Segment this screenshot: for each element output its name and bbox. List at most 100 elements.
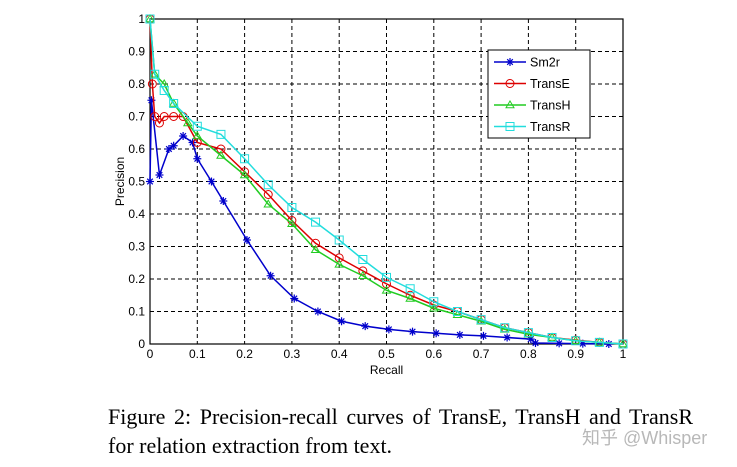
data-point bbox=[150, 112, 160, 121]
y-tick-label: 0.3 bbox=[128, 240, 145, 254]
y-tick-label: 0.9 bbox=[128, 45, 145, 59]
x-tick-label: 0.5 bbox=[378, 347, 395, 361]
data-point-stroke bbox=[480, 332, 487, 340]
data-point-stroke bbox=[165, 145, 173, 153]
legend-marker bbox=[505, 79, 515, 88]
x-tick-label: 0.8 bbox=[520, 347, 537, 361]
data-point bbox=[216, 150, 226, 159]
x-tick-label: 0.7 bbox=[473, 347, 490, 361]
data-point-stroke bbox=[243, 236, 251, 244]
y-tick-label: 0.4 bbox=[128, 207, 145, 221]
x-tick-label: 0.1 bbox=[189, 347, 206, 361]
x-tick-label: 0.3 bbox=[284, 347, 301, 361]
y-axis-label: Precision bbox=[113, 157, 127, 206]
data-point-stroke bbox=[194, 155, 201, 162]
data-point-stroke bbox=[338, 318, 345, 325]
data-point bbox=[310, 244, 321, 254]
data-point bbox=[263, 199, 274, 208]
data-point bbox=[263, 180, 273, 190]
data-point bbox=[452, 309, 463, 319]
x-tick-label: 0.9 bbox=[567, 347, 584, 361]
figure-caption: Figure 2: Precision-recall curves of Tra… bbox=[108, 404, 693, 458]
data-point-stroke bbox=[532, 339, 539, 347]
data-point bbox=[182, 118, 193, 127]
legend-marker-stroke bbox=[506, 58, 514, 66]
data-point bbox=[334, 235, 344, 245]
watermark: 知乎 @Whisper bbox=[582, 428, 708, 448]
x-tick-label: 0.4 bbox=[331, 347, 348, 361]
data-point-stroke bbox=[146, 178, 154, 185]
data-point bbox=[154, 118, 164, 128]
data-point bbox=[358, 266, 368, 276]
data-point bbox=[240, 154, 250, 164]
legend-marker bbox=[505, 100, 515, 109]
y-tick-label: 0.7 bbox=[128, 110, 145, 124]
series-line bbox=[149, 18, 624, 345]
data-point-stroke bbox=[503, 334, 511, 341]
data-point bbox=[216, 144, 226, 154]
y-tick-label: 0.8 bbox=[128, 77, 145, 91]
legend-label: TransR bbox=[530, 120, 571, 134]
legend-label: TransH bbox=[530, 99, 571, 113]
data-point-stroke bbox=[385, 326, 393, 333]
y-tick-label: 0.1 bbox=[128, 305, 145, 319]
data-point bbox=[145, 14, 155, 24]
y-tick-label: 0 bbox=[138, 337, 145, 351]
data-point bbox=[159, 112, 169, 121]
x-tick-label: 0 bbox=[147, 347, 154, 361]
data-point-stroke bbox=[605, 340, 613, 348]
x-tick-label: 1 bbox=[620, 347, 627, 361]
y-tick-label: 1 bbox=[138, 12, 145, 26]
data-point-stroke bbox=[170, 142, 177, 149]
data-point bbox=[192, 121, 202, 131]
data-point-stroke bbox=[220, 197, 227, 205]
data-point bbox=[263, 190, 273, 199]
data-point-stroke bbox=[361, 322, 369, 330]
data-point-stroke bbox=[189, 139, 196, 146]
data-point bbox=[334, 259, 345, 268]
legend: Sm2r TransE TransH TransR bbox=[487, 49, 591, 139]
x-tick-label: 0.2 bbox=[236, 347, 253, 361]
data-point bbox=[428, 303, 439, 312]
data-point-stroke bbox=[156, 171, 163, 179]
x-tick-label: 0.6 bbox=[425, 347, 442, 361]
legend-label: Sm2r bbox=[530, 56, 560, 70]
data-point bbox=[168, 98, 179, 107]
data-point bbox=[571, 336, 581, 346]
data-point-stroke bbox=[555, 340, 563, 347]
data-point bbox=[500, 323, 510, 333]
data-point bbox=[192, 131, 203, 140]
data-point-stroke bbox=[208, 178, 215, 185]
data-point bbox=[159, 86, 169, 95]
data-point bbox=[287, 203, 297, 212]
data-point bbox=[239, 170, 250, 179]
data-point bbox=[523, 328, 533, 338]
pr-chart: 0 0.1 0.2 0.3 0.4 0.5 0.6 0.7 0.8 0.9 1 0 0.1 0.2 0.3 0… bbox=[113, 12, 628, 377]
data-point-stroke bbox=[179, 132, 187, 140]
data-point-stroke bbox=[291, 295, 298, 302]
data-point-stroke bbox=[456, 331, 464, 339]
data-point bbox=[382, 272, 391, 282]
data-point bbox=[357, 270, 368, 280]
data-point bbox=[311, 238, 321, 248]
data-point bbox=[594, 337, 604, 347]
data-point-stroke bbox=[314, 308, 322, 315]
data-point bbox=[547, 333, 557, 342]
legend-label: TransE bbox=[530, 77, 570, 91]
legend-marker bbox=[505, 122, 515, 131]
data-point bbox=[169, 112, 179, 121]
data-point-stroke bbox=[432, 330, 440, 337]
data-point bbox=[334, 253, 344, 263]
data-point bbox=[147, 79, 157, 89]
y-tick-label: 0.5 bbox=[128, 175, 145, 189]
data-point bbox=[452, 307, 462, 316]
data-point bbox=[405, 293, 416, 302]
data-point bbox=[287, 218, 297, 228]
data-point bbox=[382, 279, 391, 289]
data-point bbox=[476, 315, 486, 325]
data-point bbox=[618, 339, 628, 349]
data-point-stroke bbox=[409, 328, 416, 335]
data-point bbox=[216, 129, 226, 139]
data-point bbox=[169, 99, 179, 108]
data-point bbox=[311, 217, 321, 227]
